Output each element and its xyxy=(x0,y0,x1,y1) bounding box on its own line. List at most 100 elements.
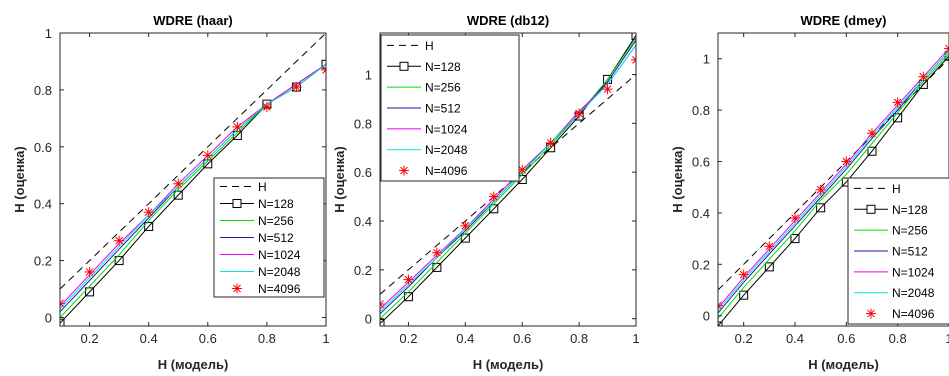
data-point-n-4096 xyxy=(202,150,213,161)
legend-entry-n-2048: N=2048 xyxy=(220,265,301,279)
legend-label: N=2048 xyxy=(425,143,468,157)
legend-marker xyxy=(399,61,409,71)
y-tick-label: 1 xyxy=(365,68,372,83)
data-point-n-4096 xyxy=(380,299,385,310)
chart-title: WDRE (db12) xyxy=(467,13,549,28)
y-tick-label: 0 xyxy=(45,310,52,325)
data-point-n-4096 xyxy=(460,220,471,231)
data-point-n-4096 xyxy=(631,54,636,65)
y-tick-label: 0.4 xyxy=(692,206,710,221)
series-group xyxy=(60,33,326,326)
legend-label: N=128 xyxy=(425,60,461,74)
legend: H N=128 N=256 N=512 N=1024 N=2048 N=4096 xyxy=(213,177,325,298)
x-tick-label: 0.6 xyxy=(199,331,217,346)
series-line-n-256 xyxy=(718,53,949,319)
legend-entry-n-256: N=256 xyxy=(220,214,294,228)
series-line-h xyxy=(718,58,949,291)
x-tick-label: 0.2 xyxy=(399,331,417,346)
x-tick-label: 0.4 xyxy=(140,331,158,346)
data-point-n-128 xyxy=(60,318,65,326)
series-group xyxy=(380,33,636,326)
legend-entry-n-256: N=256 xyxy=(854,224,928,238)
legend-entry-h: H xyxy=(387,39,434,53)
legend-label: N=128 xyxy=(258,197,294,211)
data-point-n-4096 xyxy=(173,178,184,189)
x-tick-label: 0.4 xyxy=(786,331,804,346)
legend-entry-n-512: N=512 xyxy=(387,102,461,116)
legend-label: N=1024 xyxy=(425,122,468,136)
legend-label: N=4096 xyxy=(425,164,468,178)
legend-entry-n-1024: N=1024 xyxy=(387,122,468,136)
legend-marker xyxy=(232,199,242,208)
y-tick-label: 0.6 xyxy=(34,140,52,155)
legend-label: N=512 xyxy=(425,102,461,116)
x-tick-label: 0.2 xyxy=(735,331,753,346)
legend-entry-n-1024: N=1024 xyxy=(220,248,301,262)
y-tick-label: 0.8 xyxy=(34,83,52,98)
legend-entry-h: H xyxy=(854,182,901,196)
legend-label: N=4096 xyxy=(892,307,935,321)
y-tick-label: 0 xyxy=(365,312,372,327)
data-point-n-128 xyxy=(380,319,385,326)
legend-label: N=256 xyxy=(425,81,461,95)
data-point-n-4096 xyxy=(867,128,877,139)
y-tick-label: 0.2 xyxy=(692,257,710,272)
data-point-n-4096 xyxy=(403,274,414,285)
legend-entry-n-512: N=512 xyxy=(854,245,928,259)
data-point-n-4096 xyxy=(114,235,125,246)
series-line-h xyxy=(60,33,326,290)
y-axis-label: H (оценка) xyxy=(12,146,27,212)
legend-label: H xyxy=(425,39,434,53)
data-point-n-128 xyxy=(321,59,326,69)
legend-label: N=1024 xyxy=(258,248,301,262)
legend-label: H xyxy=(258,180,267,194)
series-line-n-1024 xyxy=(60,63,326,307)
data-point-n-128 xyxy=(739,290,749,300)
x-tick-label: 0.8 xyxy=(889,331,907,346)
chart-title: WDRE (dmey) xyxy=(801,13,887,28)
y-tick-label: 0.2 xyxy=(34,254,52,269)
legend-entry-n-4096: N=4096 xyxy=(232,282,301,296)
series-line-n-1024 xyxy=(380,44,636,310)
y-tick-label: 0.8 xyxy=(692,103,710,118)
data-point-n-128 xyxy=(85,287,95,297)
series-line-n-2048 xyxy=(60,63,326,310)
x-tick-label: 0.2 xyxy=(81,331,99,346)
data-point-n-128 xyxy=(867,146,877,156)
data-point-n-4096 xyxy=(764,241,775,252)
data-point-n-128 xyxy=(144,221,154,231)
x-tick-label: 0.8 xyxy=(258,331,276,346)
axes-frame xyxy=(59,32,327,327)
legend-label: N=2048 xyxy=(892,286,935,300)
series-line-n-128 xyxy=(718,55,949,326)
data-point-n-128 xyxy=(114,256,124,266)
data-point-n-128 xyxy=(173,190,183,200)
legend-label: H xyxy=(892,182,901,196)
series-line-n-512 xyxy=(718,50,949,314)
data-point-n-128 xyxy=(489,204,499,214)
data-point-n-4096 xyxy=(815,184,826,195)
data-point-n-4096 xyxy=(321,64,326,75)
data-point-n-4096 xyxy=(738,269,749,280)
x-tick-label: 0.8 xyxy=(570,331,588,346)
legend-marker xyxy=(866,204,876,214)
series-line-n-256 xyxy=(380,37,636,320)
legend-marker xyxy=(399,165,409,176)
data-point-n-128 xyxy=(790,234,800,244)
x-tick-label: 0.6 xyxy=(513,331,531,346)
x-tick-label: 1 xyxy=(945,331,949,346)
x-axis-label: H (модель) xyxy=(473,357,544,372)
legend-entry-n-128: N=128 xyxy=(387,60,461,74)
data-point-n-4096 xyxy=(291,82,302,93)
y-tick-label: 0.2 xyxy=(354,263,372,278)
legend-label: N=256 xyxy=(258,214,294,228)
series-line-n-2048 xyxy=(718,50,949,311)
legend-entry-n-128: N=128 xyxy=(220,197,294,211)
y-tick-label: 0.6 xyxy=(692,155,710,170)
chart-panel-2: 0.2 0.4 0.6 0.8 1 0 0.2 0.4 0.6 0.8 1 WDRE (db12) H … xyxy=(332,13,640,372)
series-line-n-1024 xyxy=(718,48,949,309)
legend-label: N=4096 xyxy=(258,282,301,296)
y-axis-label: H (оценка) xyxy=(670,146,685,212)
y-tick-label: 0.6 xyxy=(354,165,372,180)
